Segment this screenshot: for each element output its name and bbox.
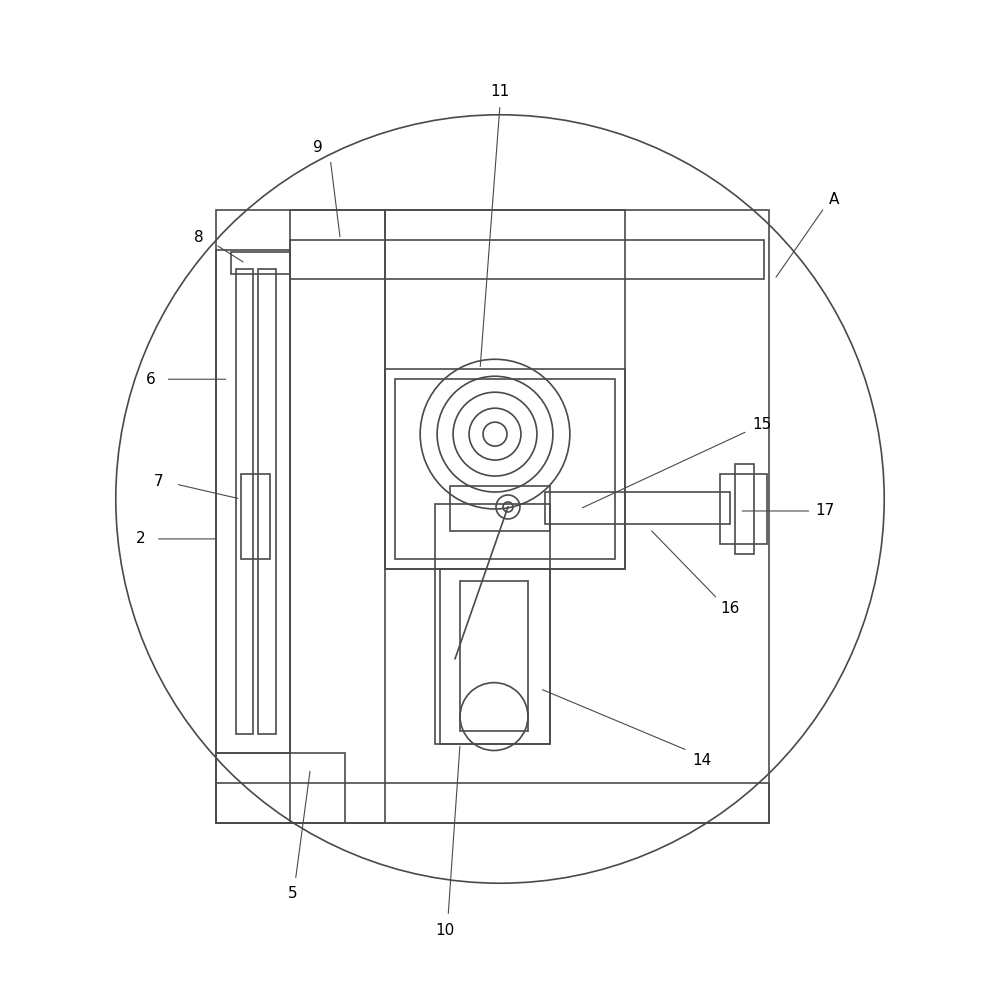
Text: 14: 14 — [692, 752, 711, 768]
Text: 6: 6 — [146, 371, 156, 387]
Bar — [450, 486, 550, 531]
Bar — [216, 783, 769, 823]
Text: 11: 11 — [490, 84, 510, 100]
Bar — [385, 369, 625, 569]
Bar — [236, 269, 253, 734]
Text: A: A — [829, 192, 840, 208]
Bar — [216, 753, 345, 823]
Bar — [216, 210, 769, 823]
Bar — [385, 210, 625, 569]
Bar — [241, 474, 270, 559]
Bar — [395, 379, 615, 559]
Text: 10: 10 — [435, 922, 455, 938]
Text: 2: 2 — [136, 531, 146, 547]
Bar — [216, 250, 290, 753]
Bar — [290, 210, 385, 823]
Bar — [440, 569, 550, 744]
Bar — [460, 581, 528, 731]
Text: 17: 17 — [816, 503, 835, 519]
Bar — [545, 492, 730, 524]
Bar — [720, 474, 767, 544]
Bar — [231, 252, 290, 274]
Bar — [435, 504, 550, 744]
Text: 8: 8 — [194, 230, 203, 246]
Bar — [258, 269, 276, 734]
Text: 15: 15 — [752, 416, 771, 432]
Text: 9: 9 — [313, 140, 323, 156]
Text: 16: 16 — [720, 601, 739, 617]
Bar — [290, 240, 764, 279]
Text: 5: 5 — [288, 885, 297, 901]
Text: 7: 7 — [154, 473, 163, 489]
Bar — [735, 464, 754, 554]
